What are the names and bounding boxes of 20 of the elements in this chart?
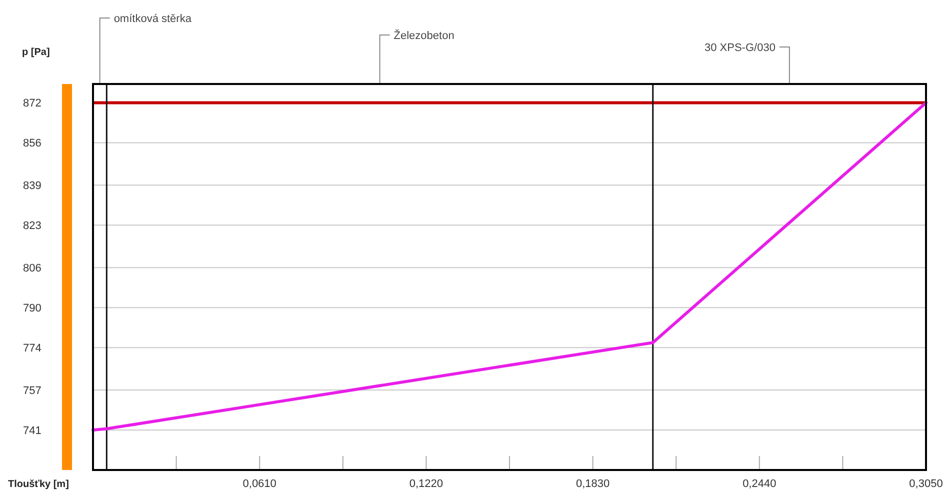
x-tick-label: 0,2440 bbox=[742, 478, 776, 490]
y-tick-label: 774 bbox=[23, 342, 42, 355]
y-tick-label: 806 bbox=[23, 262, 42, 275]
line-series bbox=[92, 101, 928, 432]
x-tick-label: 0,1830 bbox=[576, 478, 610, 490]
x-tick-label: 0,0610 bbox=[242, 478, 276, 490]
x-tick-label: 0,1220 bbox=[409, 478, 444, 490]
y-tick-label: 839 bbox=[23, 180, 42, 192]
y-tick-label: 790 bbox=[23, 302, 42, 315]
y-tick-label: 741 bbox=[23, 425, 42, 438]
y-tick-label: 856 bbox=[23, 138, 42, 150]
x-axis-title: Tloušťky [m] bbox=[8, 479, 69, 490]
y-axis-title: p [Pa] bbox=[22, 47, 50, 58]
y-tick-label: 823 bbox=[23, 220, 42, 232]
y-tick-label: 757 bbox=[23, 385, 42, 398]
x-tick-label: 0,3050 bbox=[909, 478, 943, 490]
text: Železobeton bbox=[394, 29, 454, 42]
text: omítková stěrka bbox=[114, 13, 192, 25]
y-tick-label: 872 bbox=[23, 98, 42, 110]
text: 30 XPS-G/030 bbox=[704, 42, 776, 54]
